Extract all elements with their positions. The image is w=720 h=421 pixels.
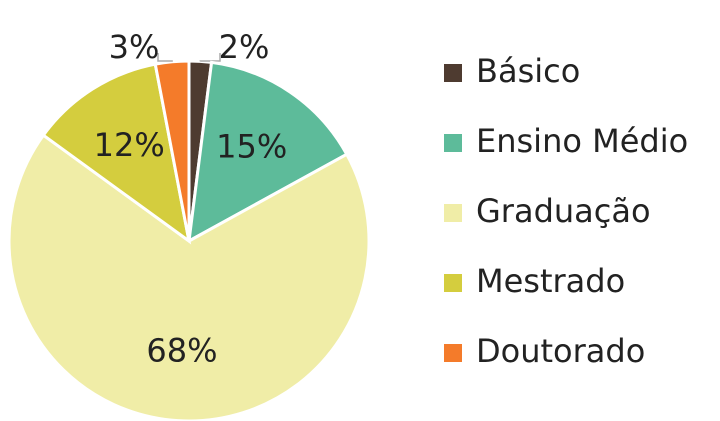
legend-swatch bbox=[444, 274, 462, 292]
legend-swatch bbox=[444, 134, 462, 152]
pie-slice bbox=[41, 62, 192, 245]
legend-label: Doutorado bbox=[476, 332, 645, 370]
legend-label: Ensino Médio bbox=[476, 122, 688, 160]
legend-label: Mestrado bbox=[476, 262, 625, 300]
data-label: 2% bbox=[219, 28, 270, 66]
leader-line bbox=[157, 53, 173, 62]
data-label: 68% bbox=[146, 331, 217, 369]
legend-label: Graduação bbox=[476, 192, 651, 230]
legend-swatch bbox=[444, 64, 462, 82]
data-label: 15% bbox=[216, 128, 287, 166]
legend-label: Básico bbox=[476, 52, 580, 90]
legend-swatch bbox=[444, 344, 462, 362]
pie-slice bbox=[187, 60, 349, 244]
data-label: 12% bbox=[94, 126, 165, 164]
leader-line bbox=[199, 53, 221, 62]
legend-swatch bbox=[444, 204, 462, 222]
data-label: 3% bbox=[109, 28, 160, 66]
